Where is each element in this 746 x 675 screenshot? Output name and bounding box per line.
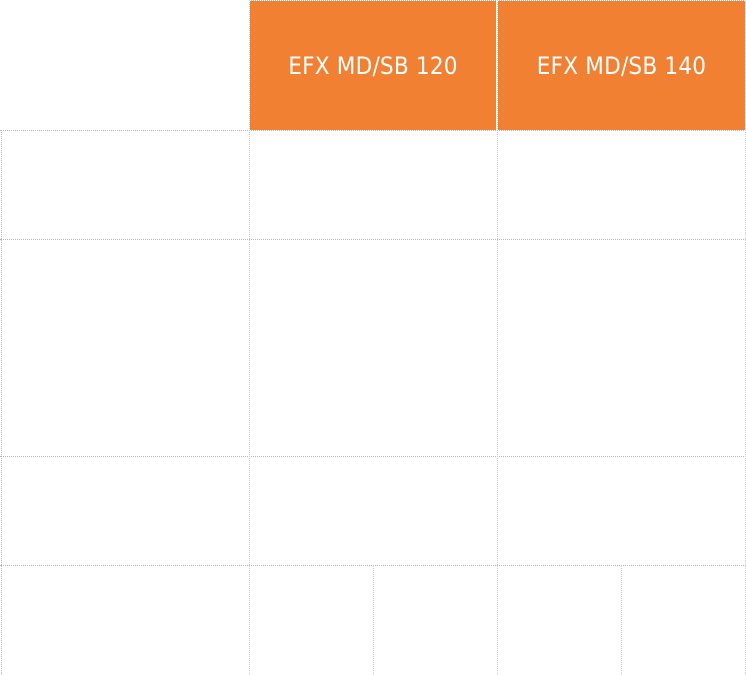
row-divider (0, 130, 746, 131)
col-divider (497, 0, 498, 675)
header-label: EFX MD/SB 140 (536, 51, 707, 80)
row-divider (0, 239, 746, 240)
sub-col-divider (373, 565, 374, 675)
col-divider (1, 130, 2, 675)
header-efx-120: EFX MD/SB 120 (250, 1, 496, 130)
header-label: EFX MD/SB 120 (288, 51, 458, 80)
header-efx-140: EFX MD/SB 140 (498, 1, 745, 130)
col-divider (249, 0, 250, 675)
row-divider (0, 456, 746, 457)
header-empty-cell (0, 0, 249, 130)
sub-col-divider (621, 565, 622, 675)
